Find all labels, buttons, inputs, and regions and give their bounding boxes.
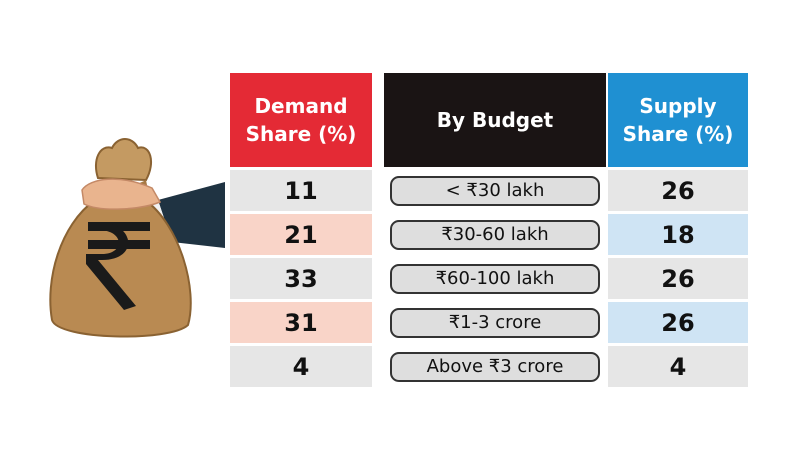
budget-label: ₹60-100 lakh bbox=[390, 263, 600, 294]
supply-cell: 26 bbox=[608, 302, 748, 343]
budget-column: By Budget < ₹30 lakh ₹30-60 lakh ₹60-100… bbox=[384, 73, 606, 387]
supply-column: Supply Share (%) 26 18 26 26 4 bbox=[608, 73, 748, 387]
budget-row: ₹30-60 lakh bbox=[384, 214, 606, 255]
budget-label: < ₹30 lakh bbox=[390, 175, 600, 206]
supply-header: Supply Share (%) bbox=[608, 73, 748, 167]
budget-label: Above ₹3 crore bbox=[390, 351, 600, 382]
supply-cell: 18 bbox=[608, 214, 748, 255]
budget-row: < ₹30 lakh bbox=[384, 170, 606, 211]
budget-label: ₹30-60 lakh bbox=[390, 219, 600, 250]
demand-cell: 11 bbox=[230, 170, 372, 211]
demand-cell: 33 bbox=[230, 258, 372, 299]
demand-header: Demand Share (%) bbox=[230, 73, 372, 167]
budget-header: By Budget bbox=[384, 73, 606, 167]
demand-cell: 4 bbox=[230, 346, 372, 387]
demand-cell: 31 bbox=[230, 302, 372, 343]
money-bag-rupee-icon bbox=[49, 138, 225, 338]
budget-row: ₹60-100 lakh bbox=[384, 258, 606, 299]
demand-column: Demand Share (%) 11 21 33 31 4 bbox=[230, 73, 372, 387]
budget-row: Above ₹3 crore bbox=[384, 346, 606, 387]
supply-cell: 26 bbox=[608, 170, 748, 211]
budget-label: ₹1-3 crore bbox=[390, 307, 600, 338]
supply-cell: 4 bbox=[608, 346, 748, 387]
budget-row: ₹1-3 crore bbox=[384, 302, 606, 343]
demand-cell: 21 bbox=[230, 214, 372, 255]
supply-cell: 26 bbox=[608, 258, 748, 299]
